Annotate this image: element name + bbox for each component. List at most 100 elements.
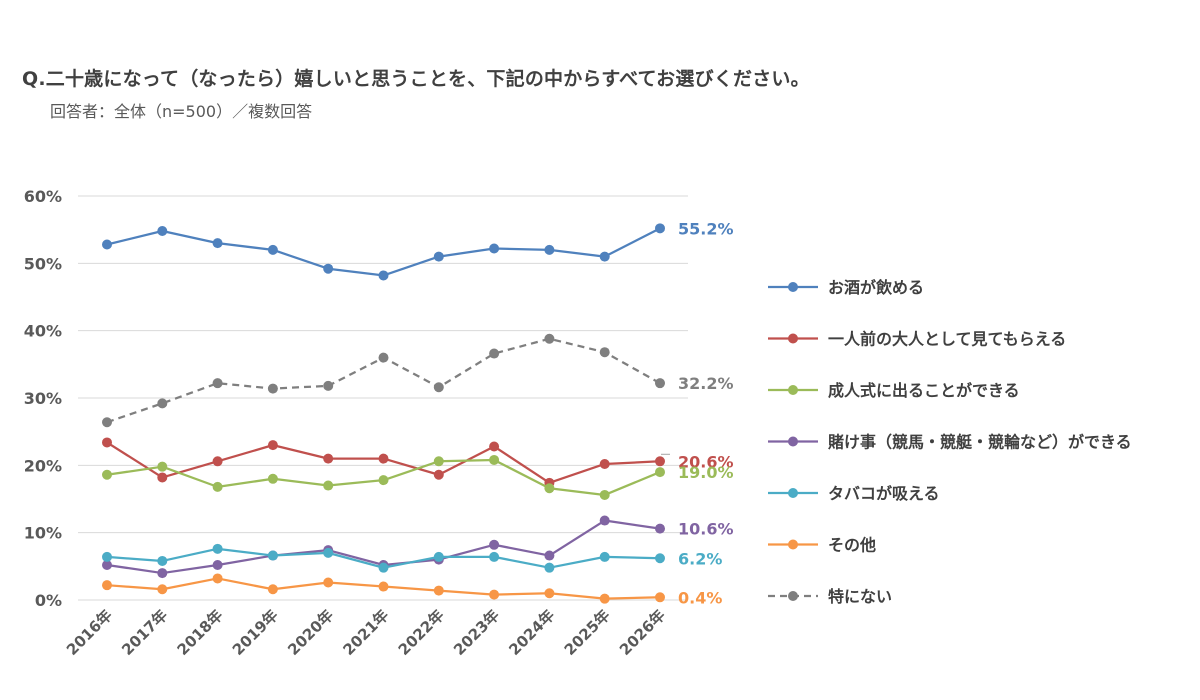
legend-item: タバコが吸える xyxy=(768,484,940,503)
data-point xyxy=(323,547,334,558)
end-value-label: 32.2% xyxy=(678,374,734,393)
data-point xyxy=(544,244,555,255)
data-point xyxy=(212,456,223,467)
data-point xyxy=(157,398,168,409)
data-point xyxy=(212,378,223,389)
plot-area xyxy=(102,223,665,604)
x-tick-label: 2020年 xyxy=(284,606,337,659)
end-value-label: 6.2% xyxy=(678,549,722,568)
x-tick-label: 2025年 xyxy=(561,606,614,659)
data-point xyxy=(323,380,334,391)
data-point xyxy=(323,480,334,491)
data-point xyxy=(544,483,555,494)
legend-marker xyxy=(788,333,798,344)
x-tick-label: 2019年 xyxy=(229,606,282,659)
legend-label: お酒が飲める xyxy=(828,278,924,297)
legend-label: 特にない xyxy=(828,587,892,606)
data-point xyxy=(489,441,500,452)
data-point xyxy=(267,584,278,595)
data-point xyxy=(212,238,223,249)
end-labels: 55.2% 20.6%19.0% 10.6% 6.2% 0.4% 32.2% xyxy=(661,219,734,607)
data-point xyxy=(489,539,500,550)
legend-label: タバコが吸える xyxy=(828,484,940,503)
data-point xyxy=(323,577,334,588)
legend-label: その他 xyxy=(828,536,876,555)
y-tick-label: 10% xyxy=(24,524,62,543)
data-point xyxy=(157,461,168,472)
data-point xyxy=(489,454,500,465)
x-tick-label: 2024年 xyxy=(505,606,558,659)
x-tick-label: 2026年 xyxy=(616,606,669,659)
y-tick-label: 30% xyxy=(24,389,62,408)
data-point xyxy=(599,251,610,262)
data-point xyxy=(102,580,112,591)
data-point xyxy=(212,543,223,554)
data-point xyxy=(157,568,168,579)
data-point xyxy=(157,584,168,595)
data-point xyxy=(378,562,389,573)
x-tick-label: 2016年 xyxy=(63,606,116,659)
legend-marker xyxy=(788,385,798,395)
data-point xyxy=(655,456,665,467)
data-point xyxy=(267,383,278,394)
data-point xyxy=(267,440,278,451)
data-point xyxy=(655,592,665,603)
data-point xyxy=(212,481,223,492)
data-point xyxy=(544,333,555,344)
end-value-label: 0.4% xyxy=(678,588,722,607)
y-axis: 0% 10% 20% 30% 40% 50% 60% xyxy=(24,187,62,610)
data-point xyxy=(655,553,665,564)
legend-item: 特にない xyxy=(768,587,892,606)
x-tick-label: 2021年 xyxy=(339,606,392,659)
data-point xyxy=(267,473,278,484)
data-point xyxy=(433,585,444,596)
data-point xyxy=(267,550,278,561)
x-tick-label: 2017年 xyxy=(118,606,171,659)
data-point xyxy=(433,456,444,467)
data-point xyxy=(378,453,389,464)
legend-label: 成人式に出ることができる xyxy=(828,381,1020,400)
data-point xyxy=(378,475,389,486)
data-point xyxy=(433,551,444,562)
data-point xyxy=(433,251,444,262)
legend-item: その他 xyxy=(768,536,876,555)
chart-title: Q.二十歳になって（なったら）嬉しいと思うことを、下記の中からすべてお選びくださ… xyxy=(22,68,810,90)
legend-label: 賭け事（競馬・競艇・競輪など）ができる xyxy=(828,433,1132,452)
x-tick-label: 2018年 xyxy=(174,606,227,659)
data-point xyxy=(599,458,610,469)
y-tick-label: 20% xyxy=(24,456,62,475)
data-point xyxy=(212,573,223,584)
end-value-label: 19.0% xyxy=(678,463,734,482)
data-point xyxy=(378,581,389,592)
series-line xyxy=(106,227,661,277)
y-tick-label: 40% xyxy=(24,322,62,341)
data-point xyxy=(599,347,610,358)
legend-label: 一人前の大人として見てもらえる xyxy=(828,330,1066,349)
end-value-label: 20.6% xyxy=(678,452,734,471)
end-value-label: 55.2% xyxy=(678,219,734,238)
legend: お酒が飲める一人前の大人として見てもらえる成人式に出ることができる賭け事（競馬・… xyxy=(768,278,1132,606)
data-point xyxy=(378,270,389,281)
data-point xyxy=(599,489,610,500)
data-point xyxy=(655,523,665,534)
data-point xyxy=(544,588,555,599)
data-point xyxy=(599,551,610,562)
data-point xyxy=(433,382,444,393)
data-point xyxy=(157,472,168,483)
data-point xyxy=(102,437,112,448)
data-point xyxy=(655,467,665,478)
legend-marker xyxy=(788,282,798,292)
legend-marker xyxy=(788,591,798,601)
legend-marker xyxy=(788,539,798,550)
series-line xyxy=(106,337,661,424)
data-point xyxy=(489,348,500,359)
data-point xyxy=(489,589,500,600)
y-tick-label: 50% xyxy=(24,254,62,273)
legend-item: 一人前の大人として見てもらえる xyxy=(768,330,1066,349)
data-point xyxy=(655,223,665,234)
data-point xyxy=(267,244,278,255)
data-point xyxy=(102,469,112,480)
data-point xyxy=(102,239,112,250)
data-point xyxy=(102,417,112,428)
